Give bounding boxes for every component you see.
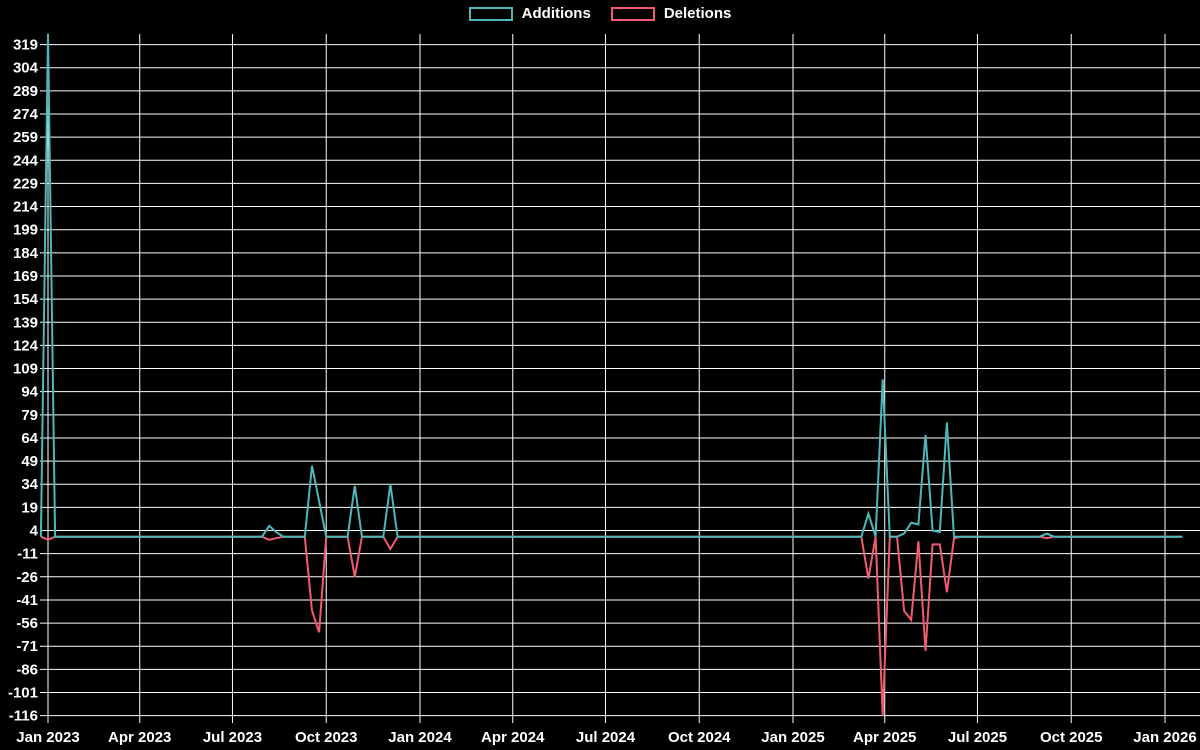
y-tick-label: -71 — [16, 638, 38, 655]
additions-swatch-icon — [468, 6, 513, 21]
gridlines — [40, 34, 1200, 723]
y-tick-label: 64 — [21, 430, 38, 447]
y-tick-label: 124 — [13, 337, 39, 354]
x-tick-label: Jul 2024 — [576, 729, 636, 746]
x-tick-label: Jan 2026 — [1133, 729, 1196, 746]
x-tick-label: Jan 2024 — [388, 729, 452, 746]
legend-label-deletions: Deletions — [663, 5, 732, 22]
y-tick-label: -101 — [8, 685, 38, 702]
deletions-line — [40, 535, 1183, 716]
y-tick-label: 229 — [13, 175, 38, 192]
y-tick-label: 304 — [13, 60, 39, 77]
axis-labels: 319 304 289 274 259 244 229 214 199 184 169 154 139 1… — [8, 37, 1197, 746]
y-tick-label: 34 — [21, 476, 38, 493]
legend-item-deletions: Deletions — [610, 5, 732, 22]
y-tick-label: 4 — [30, 523, 39, 540]
y-tick-label: 139 — [13, 314, 38, 331]
deletions-swatch-icon — [610, 6, 655, 21]
y-tick-label: 199 — [13, 222, 38, 239]
y-tick-label: 244 — [13, 152, 39, 169]
x-tick-label: Apr 2025 — [853, 729, 916, 746]
legend-item-additions: Additions — [468, 5, 591, 22]
y-tick-label: -86 — [16, 661, 38, 678]
y-tick-label: 79 — [21, 407, 38, 424]
x-tick-label: Jul 2023 — [203, 729, 262, 746]
y-tick-label: -56 — [16, 615, 38, 632]
chart-legend: Additions Deletions — [0, 6, 1200, 21]
x-tick-label: Jan 2025 — [761, 729, 824, 746]
y-tick-label: 259 — [13, 129, 38, 146]
y-tick-label: 109 — [13, 361, 38, 378]
x-tick-label: Oct 2024 — [668, 729, 731, 746]
y-tick-label: -11 — [17, 546, 38, 563]
x-tick-label: Oct 2023 — [295, 729, 358, 746]
additions-line — [39, 33, 1183, 538]
y-tick-label: -116 — [9, 708, 38, 725]
y-tick-label: 154 — [13, 291, 39, 308]
y-tick-label: -41 — [16, 592, 38, 609]
y-tick-label: -26 — [16, 569, 38, 586]
y-tick-label: 94 — [21, 384, 38, 401]
x-tick-label: Jan 2023 — [16, 729, 79, 746]
y-tick-label: 169 — [13, 268, 38, 285]
x-tick-label: Apr 2023 — [108, 729, 171, 746]
x-tick-label: Oct 2025 — [1040, 729, 1103, 746]
x-tick-label: Apr 2024 — [481, 729, 545, 746]
y-tick-label: 274 — [13, 106, 39, 123]
y-tick-label: 289 — [13, 83, 38, 100]
y-tick-label: 184 — [13, 245, 39, 262]
y-tick-label: 319 — [13, 37, 38, 54]
legend-label-additions: Additions — [521, 5, 591, 22]
x-tick-label: Jul 2025 — [948, 729, 1007, 746]
y-tick-label: 49 — [21, 453, 38, 470]
y-tick-label: 19 — [21, 499, 38, 516]
y-tick-label: 214 — [13, 199, 39, 216]
